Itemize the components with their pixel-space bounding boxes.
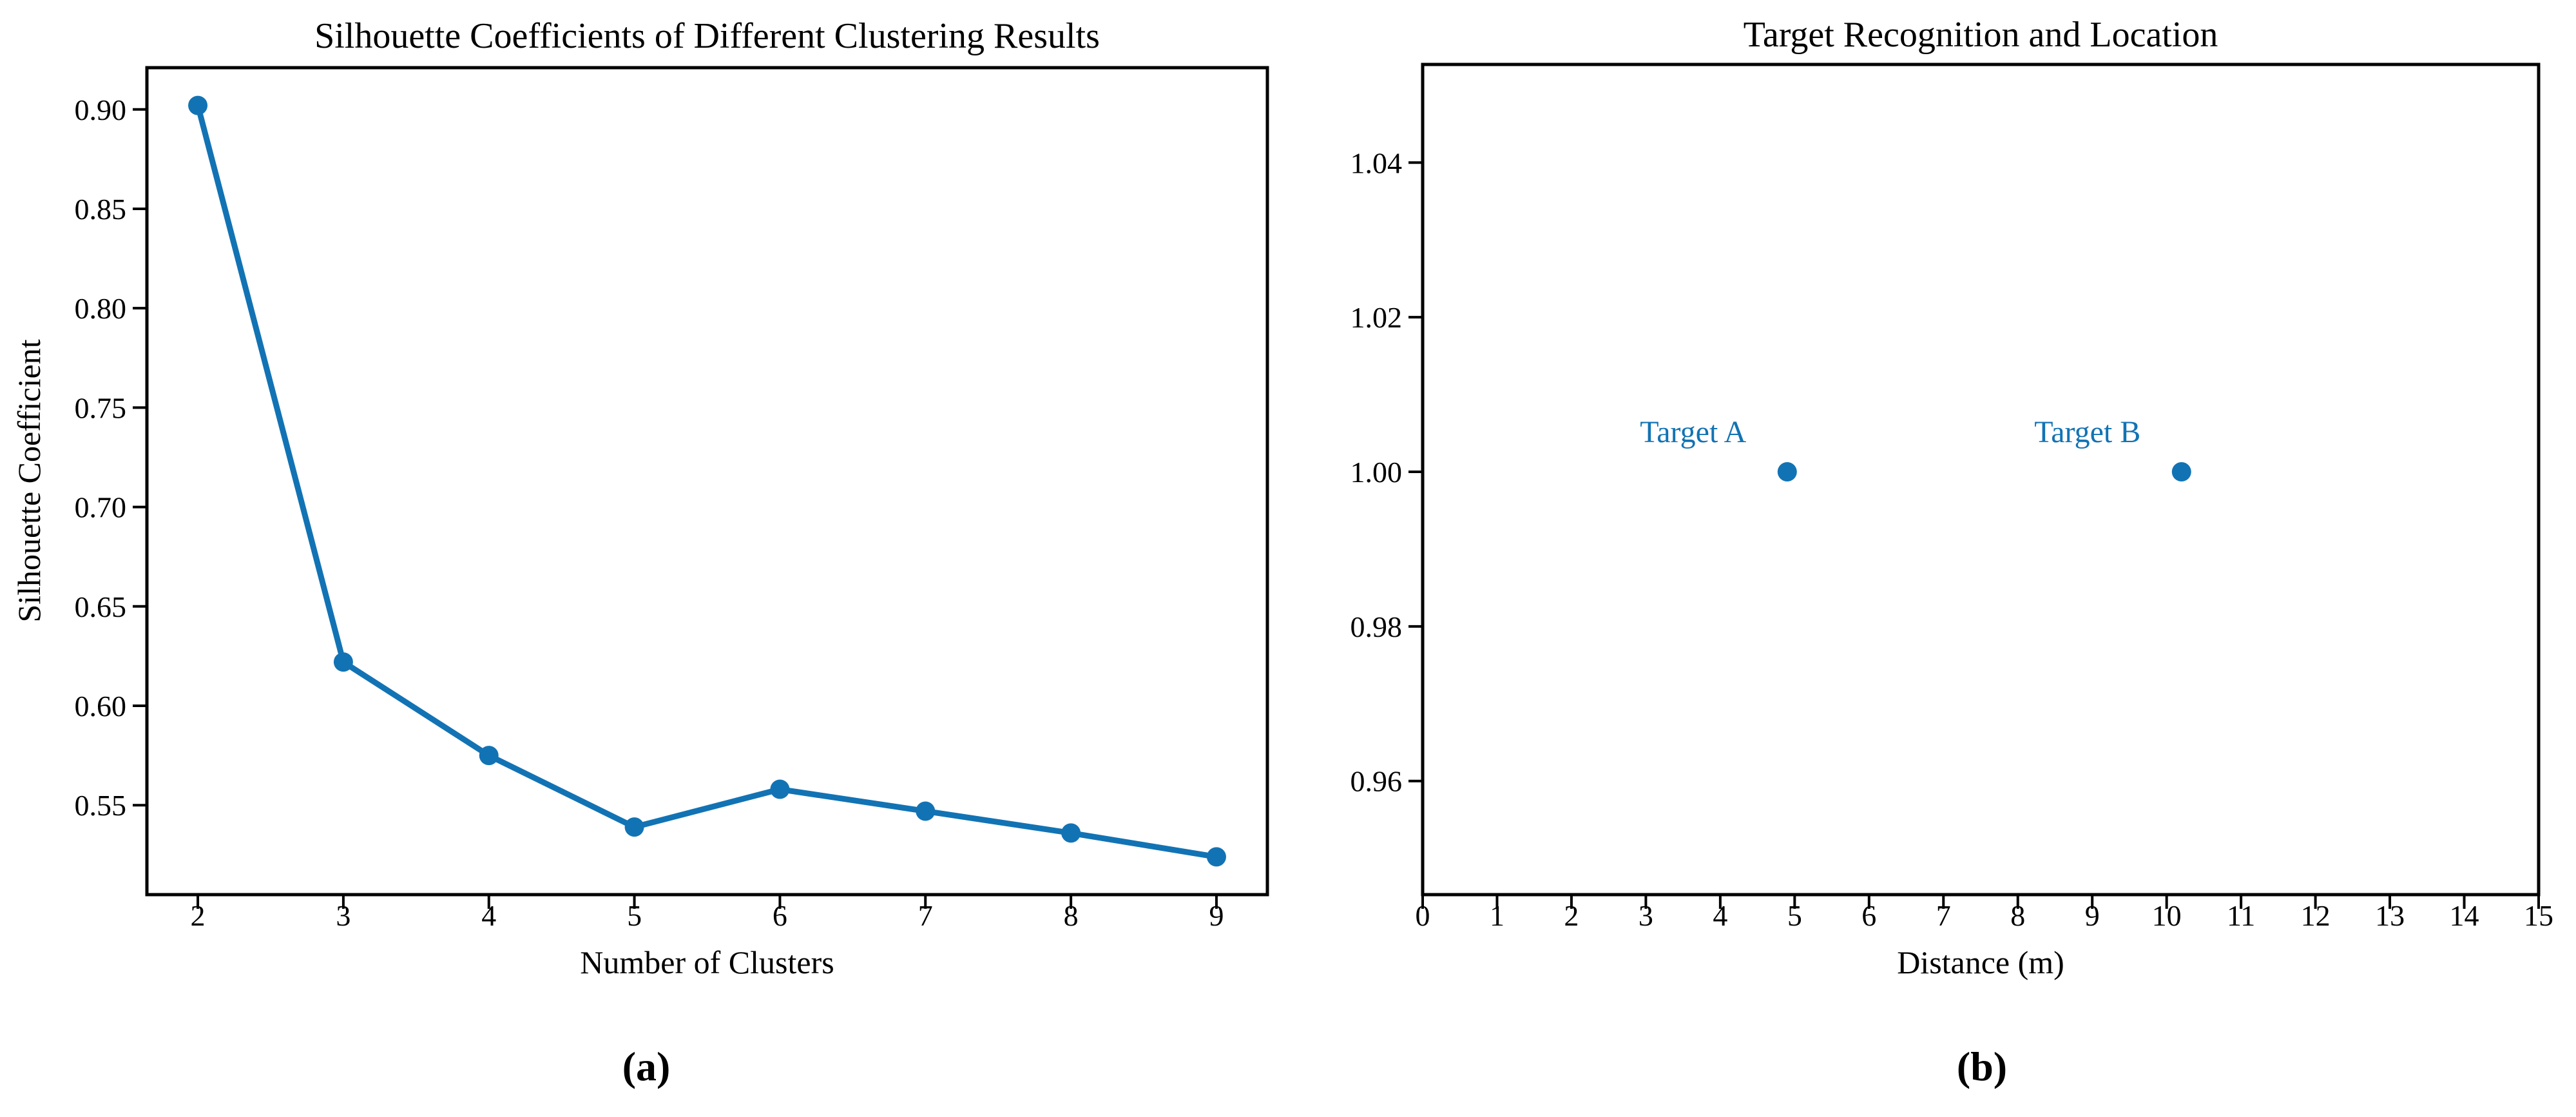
x-tick-label: 12 <box>2301 899 2331 932</box>
y-tick-label: 0.55 <box>75 789 127 822</box>
x-tick-label: 11 <box>2227 899 2255 932</box>
data-point <box>770 779 790 799</box>
y-tick-label: 0.85 <box>75 193 127 226</box>
chart-title: Silhouette Coefficients of Different Clu… <box>314 16 1100 56</box>
series-line <box>195 102 1220 860</box>
point-annotation: Target A <box>1640 415 1746 449</box>
x-tick-label: 5 <box>627 899 642 932</box>
x-tick-label: 13 <box>2375 899 2405 932</box>
point-annotation: Target B <box>2034 415 2140 449</box>
x-tick-label: 7 <box>918 899 933 932</box>
x-tick-label: 8 <box>1064 899 1079 932</box>
x-tick-label: 5 <box>1787 899 1802 932</box>
chart-title: Target Recognition and Location <box>1744 15 2218 55</box>
x-tick-label: 4 <box>481 899 496 932</box>
x-tick-label: 10 <box>2152 899 2182 932</box>
x-tick-label: 6 <box>1861 899 1876 932</box>
y-tick-label: 1.04 <box>1350 146 1403 179</box>
y-tick-label: 1.02 <box>1350 301 1403 334</box>
data-point <box>188 95 208 115</box>
x-tick-label: 14 <box>2450 899 2479 932</box>
x-tick-label: 6 <box>773 899 787 932</box>
x-tick-label: 3 <box>1639 899 1653 932</box>
x-tick-label: 15 <box>2524 899 2553 932</box>
data-point <box>916 801 936 821</box>
x-tick-label: 7 <box>1936 899 1951 932</box>
y-tick-label: 0.65 <box>75 590 127 623</box>
data-point <box>479 746 499 766</box>
y-tick-label: 0.70 <box>75 491 127 524</box>
y-tick-label: 0.75 <box>75 391 127 424</box>
y-tick-label: 0.60 <box>75 690 127 723</box>
x-tick-label: 9 <box>1209 899 1224 932</box>
y-tick-label: 0.96 <box>1350 765 1403 798</box>
y-tick-label: 0.98 <box>1350 610 1403 643</box>
plot-box <box>1421 63 2541 897</box>
data-point <box>1777 462 1797 482</box>
panel-b-caption: (b) <box>1956 1044 2008 1089</box>
x-tick-label: 4 <box>1713 899 1727 932</box>
panel-a-caption: (a) <box>622 1044 671 1089</box>
x-axis-label: Number of Clusters <box>580 944 834 980</box>
y-axis-label: Silhouette Coefficient <box>11 339 47 622</box>
data-point <box>333 652 353 672</box>
data-point <box>2171 462 2191 482</box>
panel-a: Silhouette Coefficients of Different Clu… <box>11 16 1269 980</box>
x-tick-label: 9 <box>2085 899 2100 932</box>
data-point <box>1061 823 1081 843</box>
x-tick-label: 3 <box>336 899 351 932</box>
x-axis-label: Distance (m) <box>1897 944 2064 980</box>
x-tick-label: 2 <box>191 899 206 932</box>
x-tick-label: 0 <box>1416 899 1430 932</box>
x-tick-label: 8 <box>2010 899 2025 932</box>
y-tick-label: 1.00 <box>1350 456 1403 489</box>
data-point <box>1206 847 1226 867</box>
plot-box <box>145 66 1269 897</box>
y-tick-label: 0.80 <box>75 292 127 325</box>
x-tick-label: 2 <box>1564 899 1579 932</box>
data-point <box>624 817 644 837</box>
x-tick-label: 1 <box>1490 899 1504 932</box>
y-tick-label: 0.90 <box>75 93 127 126</box>
